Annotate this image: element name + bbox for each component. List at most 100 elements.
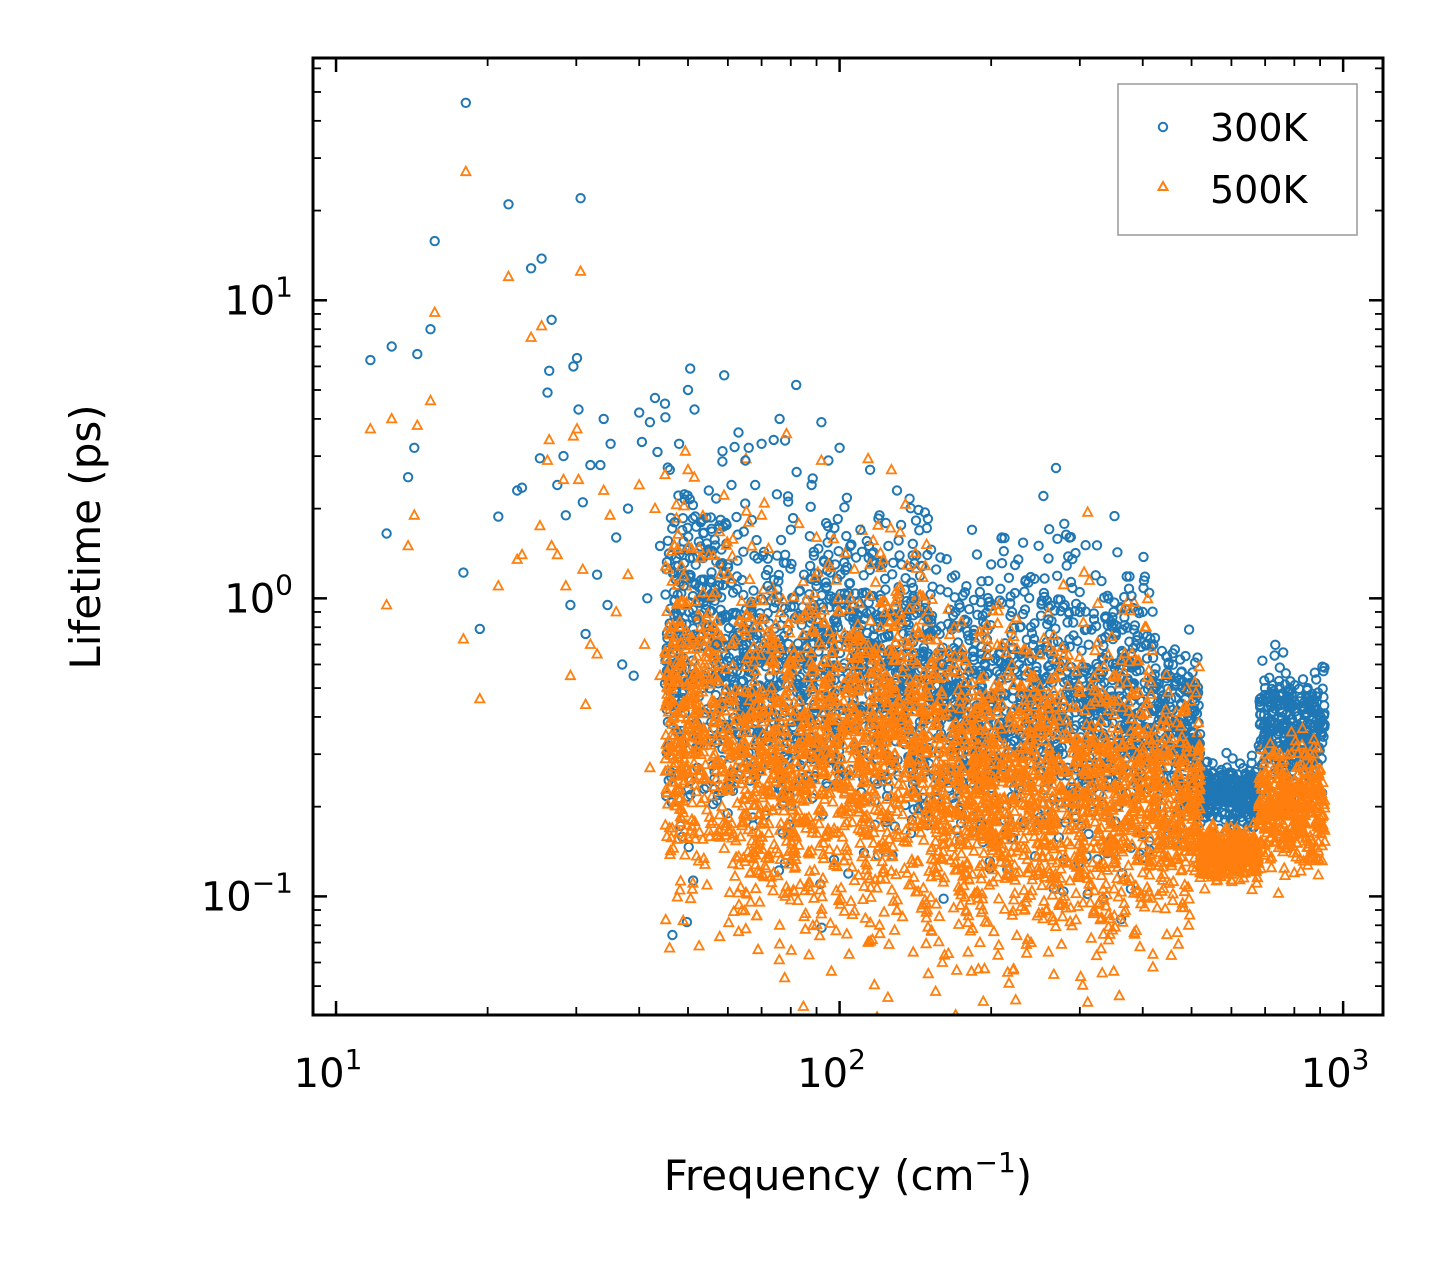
data-point-500K <box>852 789 865 801</box>
data-point-300K <box>1246 757 1257 769</box>
data-point-300K <box>998 546 1009 557</box>
data-point-500K <box>871 518 885 530</box>
data-point-300K <box>734 702 746 713</box>
data-point-300K <box>706 567 717 578</box>
data-point-300K <box>1183 624 1195 635</box>
data-point-300K <box>1155 694 1167 705</box>
data-point-500K <box>867 533 880 545</box>
data-point-300K <box>1043 602 1054 613</box>
data-point-300K <box>1035 648 1046 659</box>
data-point-500K <box>961 836 974 848</box>
data-point-300K <box>786 558 797 570</box>
data-point-300K <box>841 530 852 542</box>
data-point-500K <box>1161 754 1175 766</box>
data-point-300K <box>1149 703 1161 714</box>
data-point-300K <box>1107 612 1118 623</box>
data-point-500K <box>965 675 978 687</box>
data-point-500K <box>801 792 815 805</box>
data-point-500K <box>1055 640 1069 652</box>
data-point-300K <box>1169 644 1181 655</box>
data-point-500K <box>878 760 891 772</box>
data-point-300K <box>1297 674 1309 685</box>
data-point-500K <box>973 859 986 871</box>
data-point-300K <box>821 581 832 592</box>
data-point-500K <box>1127 886 1140 898</box>
data-point-300K <box>1109 510 1120 522</box>
data-point-300K <box>1286 722 1298 733</box>
data-point-300K <box>901 616 912 628</box>
data-point-500K <box>848 873 861 885</box>
data-point-500K <box>1113 677 1126 689</box>
data-point-300K <box>681 916 693 928</box>
data-point-500K <box>748 620 761 633</box>
data-point-500K <box>834 881 848 893</box>
data-point-500K <box>1012 707 1025 719</box>
data-point-300K <box>762 564 774 576</box>
data-point-500K <box>975 866 988 878</box>
data-point-500K <box>758 496 771 508</box>
data-point-500K <box>912 758 925 770</box>
data-point-500K <box>749 772 762 784</box>
data-point-500K <box>1102 703 1115 715</box>
data-point-300K <box>1167 659 1179 670</box>
data-point-300K <box>1065 576 1077 588</box>
data-point-500K <box>809 625 822 637</box>
data-point-300K <box>660 589 671 600</box>
data-point-500K <box>818 614 831 627</box>
data-point-500K <box>838 904 851 916</box>
data-point-300K <box>682 490 693 501</box>
data-point-500K <box>857 709 870 721</box>
data-point-300K <box>981 607 992 618</box>
data-point-300K <box>1041 595 1053 606</box>
data-point-300K <box>925 544 937 555</box>
data-point-500K <box>817 603 831 615</box>
data-point-300K <box>1227 753 1238 764</box>
data-point-500K <box>771 869 784 881</box>
data-point-500K <box>854 723 868 735</box>
data-point-300K <box>1021 634 1033 645</box>
data-point-500K <box>1064 838 1077 850</box>
data-point-300K <box>1254 719 1266 730</box>
data-point-500K <box>952 683 965 695</box>
data-point-300K <box>1064 634 1075 645</box>
data-point-300K <box>1263 728 1274 740</box>
data-point-500K <box>863 741 876 753</box>
data-point-300K <box>731 584 743 595</box>
data-point-500K <box>978 961 991 974</box>
data-point-500K <box>1024 680 1037 692</box>
data-point-500K <box>830 630 843 642</box>
data-point-300K <box>1305 705 1317 717</box>
data-point-500K <box>874 546 887 558</box>
data-point-300K <box>1057 601 1069 613</box>
data-point-500K <box>895 650 908 662</box>
data-point-500K <box>962 661 975 673</box>
data-point-500K <box>726 658 740 671</box>
data-point-300K <box>839 502 850 513</box>
data-point-300K <box>1044 524 1055 535</box>
data-point-300K <box>1136 641 1147 653</box>
data-point-500K <box>874 820 887 832</box>
data-point-300K <box>856 546 868 557</box>
data-point-300K <box>941 554 952 565</box>
data-point-500K <box>1020 842 1033 854</box>
data-point-500K <box>659 737 673 749</box>
data-point-500K <box>823 624 836 636</box>
data-point-300K <box>844 577 856 589</box>
data-point-500K <box>692 939 706 951</box>
data-point-300K <box>976 576 987 587</box>
data-point-500K <box>1035 860 1048 872</box>
data-point-500K <box>1017 755 1030 768</box>
data-point-500K <box>1020 946 1033 958</box>
data-point-500K <box>1245 882 1259 895</box>
data-point-300K <box>927 581 938 592</box>
data-point-500K <box>881 990 895 1002</box>
data-point-500K <box>838 787 851 799</box>
data-point-500K <box>813 928 826 941</box>
data-point-300K <box>1257 655 1268 666</box>
data-point-300K <box>1221 793 1232 804</box>
data-point-500K <box>1098 796 1112 809</box>
data-point-300K <box>1309 667 1321 678</box>
data-point-300K <box>820 517 832 529</box>
data-point-300K <box>1130 640 1141 651</box>
data-point-500K <box>950 963 963 975</box>
